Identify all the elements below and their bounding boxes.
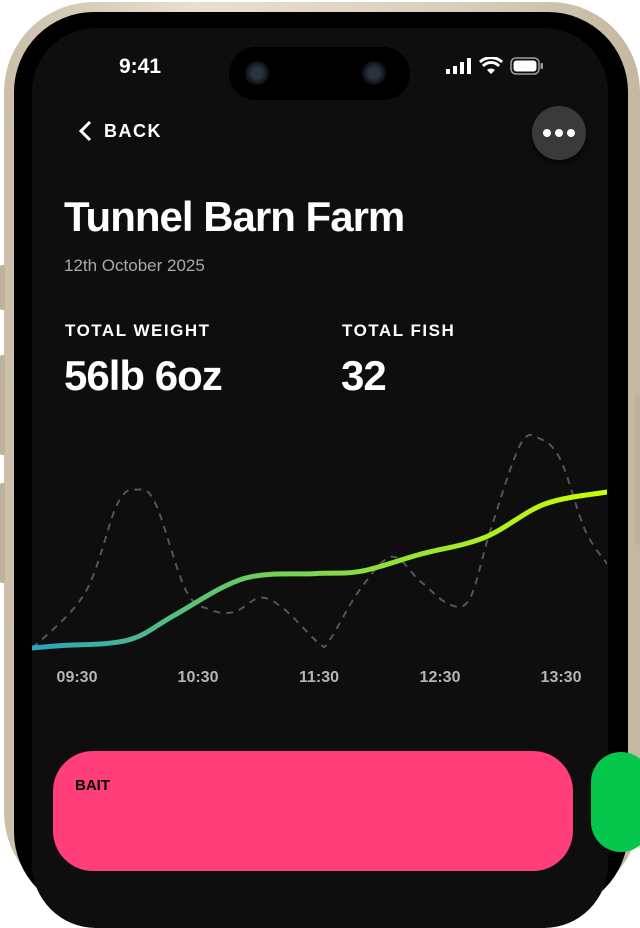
volume-up-button xyxy=(0,265,5,310)
x-tick-label: 11:30 xyxy=(298,669,340,686)
total-weight-value: 56lb 6oz xyxy=(64,352,223,399)
dynamic-island xyxy=(229,47,410,100)
x-tick-label: 10:30 xyxy=(177,669,219,686)
x-tick-label: 12:30 xyxy=(419,669,461,686)
volume-button xyxy=(0,355,5,455)
bait-card[interactable]: BAIT xyxy=(53,751,573,871)
signal-icon xyxy=(446,58,471,74)
more-options-button[interactable] xyxy=(532,106,586,160)
sensor-icon xyxy=(362,61,386,85)
battery-icon xyxy=(510,57,543,75)
x-tick-label: 09:30 xyxy=(56,669,98,686)
back-button[interactable]: BACK xyxy=(78,120,162,142)
total-weight-label: TOTAL WEIGHT xyxy=(65,321,211,340)
total-fish-value: 32 xyxy=(341,352,387,399)
next-card[interactable] xyxy=(591,752,640,852)
camera-icon xyxy=(245,61,269,85)
chevron-left-icon xyxy=(78,120,92,142)
back-label: BACK xyxy=(104,120,162,141)
page-title: Tunnel Barn Farm xyxy=(64,193,405,240)
total-fish-label: TOTAL FISH xyxy=(342,321,456,340)
wifi-icon xyxy=(479,57,503,74)
session-date: 12th October 2025 xyxy=(64,256,205,275)
power-button xyxy=(635,395,640,545)
volume-down-button xyxy=(0,483,5,583)
status-icons xyxy=(446,57,544,75)
ellipsis-icon xyxy=(543,129,551,137)
cumulative-weight-line xyxy=(32,489,607,651)
x-tick-label: 13:30 xyxy=(540,669,582,686)
status-time: 9:41 xyxy=(118,55,162,78)
catch-chart xyxy=(32,433,607,651)
activity-dashed-line xyxy=(32,433,607,649)
